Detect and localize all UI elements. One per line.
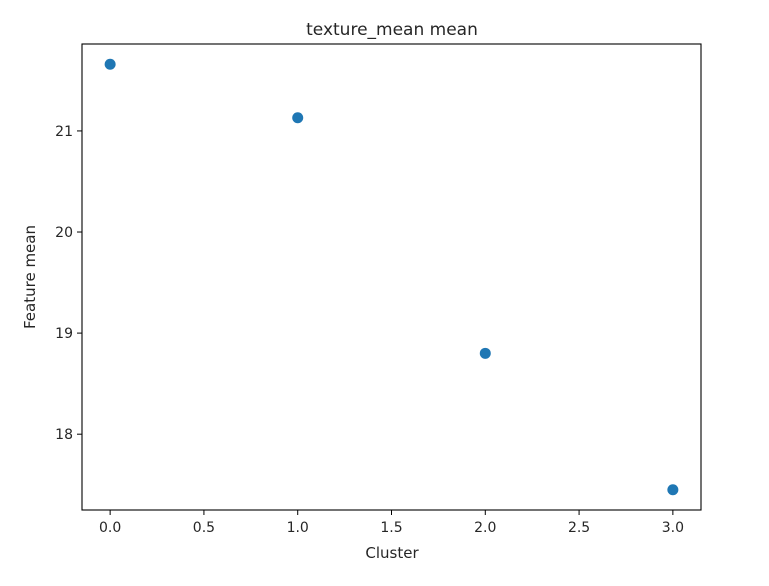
x-axis-label: Cluster — [365, 544, 419, 562]
data-point — [104, 58, 116, 70]
plot-area-frame — [81, 43, 702, 511]
y-tick-label: 19 — [55, 326, 73, 342]
points-layer — [104, 58, 679, 496]
x-tick-label: 2.0 — [474, 520, 496, 536]
y-axis-label: Feature mean — [21, 225, 39, 329]
tick-layer: 0.0 0.5 1.0 1.5 2.0 2.5 3.0 18 19 20 21 — [55, 124, 684, 536]
data-point — [479, 347, 491, 359]
x-tick-label: 1.0 — [287, 520, 309, 536]
y-tick-label: 21 — [55, 124, 73, 140]
data-point — [667, 484, 679, 496]
x-tick-label: 1.5 — [380, 520, 402, 536]
x-tick-label: 2.5 — [568, 520, 590, 536]
data-point — [292, 112, 304, 124]
chart-title: texture_mean mean — [306, 20, 478, 40]
y-tick-label: 18 — [55, 427, 73, 443]
x-tick-label: 3.0 — [662, 520, 684, 536]
x-tick-label: 0.5 — [193, 520, 215, 536]
y-tick-label: 20 — [55, 225, 73, 241]
x-tick-label: 0.0 — [99, 520, 121, 536]
